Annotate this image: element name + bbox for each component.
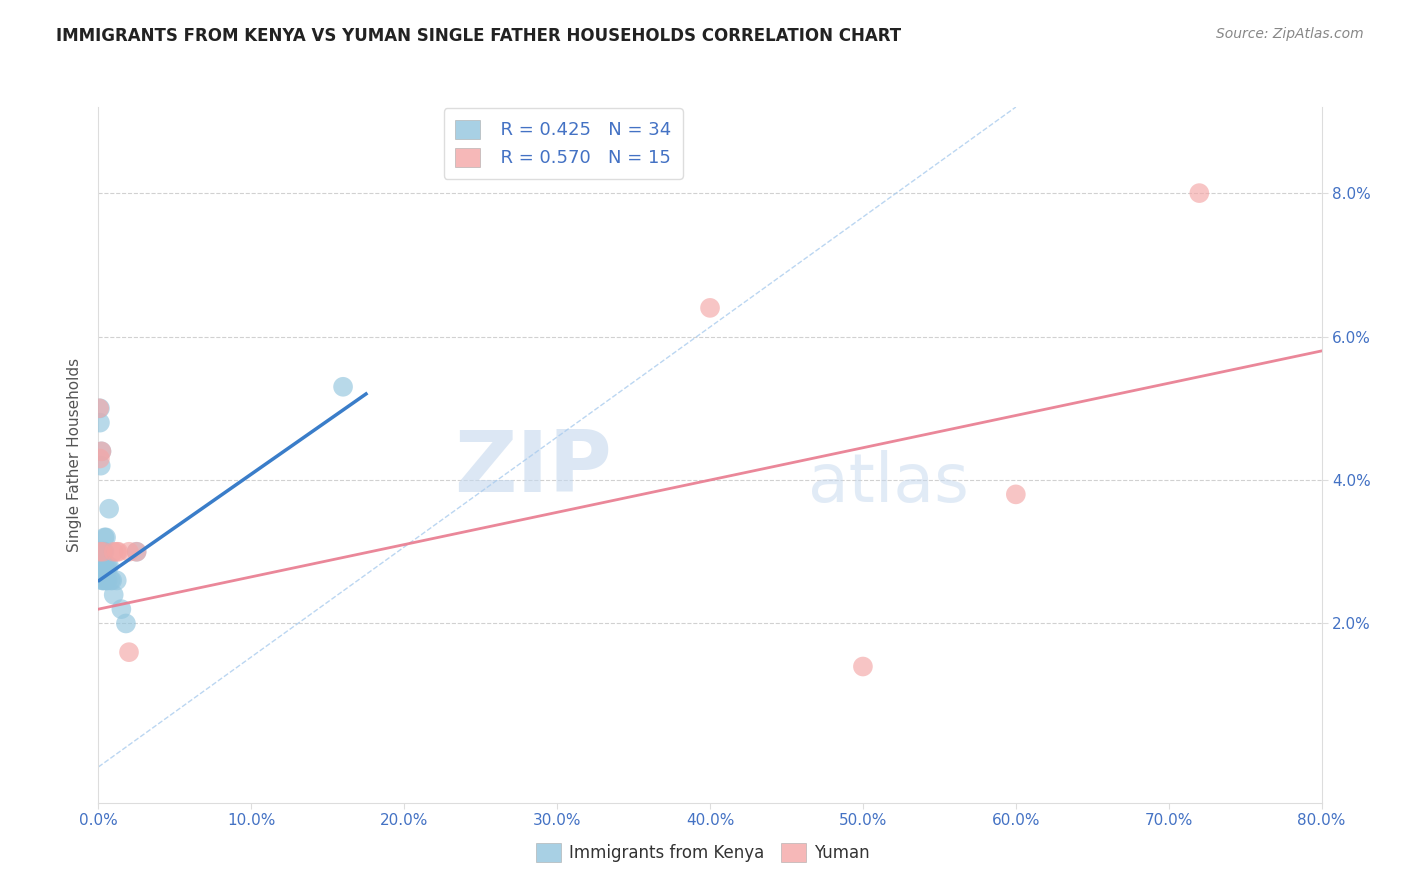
Point [105,545,128,559]
Text: IMMIGRANTS FROM KENYA VS YUMAN SINGLE FATHER HOUSEHOLDS CORRELATION CHART: IMMIGRANTS FROM KENYA VS YUMAN SINGLE FA… [56,27,901,45]
Y-axis label: Single Father Households: Single Father Households [67,358,83,552]
Point [125,545,148,559]
Point [699,301,721,315]
Point [98,501,121,516]
Point [90,559,112,574]
Point [90,545,112,559]
Point [89,545,111,559]
Point [93,559,115,574]
Point [90,444,112,458]
Point [89,401,111,416]
Point [118,545,141,559]
Point [101,574,124,588]
Point [1004,487,1026,501]
Point [105,574,128,588]
Point [91,545,114,559]
Point [90,458,112,473]
Point [91,574,114,588]
Point [89,545,111,559]
Point [98,559,121,574]
Point [100,574,122,588]
Point [1188,186,1211,200]
Legend: Immigrants from Kenya, Yuman: Immigrants from Kenya, Yuman [527,834,879,871]
Point [91,545,114,559]
Point [91,559,114,574]
Point [90,559,112,574]
Point [94,530,117,544]
Point [91,559,114,574]
Text: atlas: atlas [808,450,969,516]
Point [91,545,114,559]
Text: Source: ZipAtlas.com: Source: ZipAtlas.com [1216,27,1364,41]
Point [103,545,125,559]
Point [94,574,117,588]
Point [89,416,111,430]
Point [125,545,148,559]
Point [89,451,111,466]
Point [118,645,141,659]
Point [93,545,115,559]
Point [93,530,115,544]
Point [332,380,354,394]
Point [94,559,117,574]
Point [89,559,111,574]
Point [115,616,138,631]
Point [91,574,114,588]
Point [852,659,875,673]
Point [103,588,125,602]
Point [110,602,132,616]
Point [90,444,112,458]
Point [107,545,129,559]
Text: ZIP: ZIP [454,427,612,510]
Point [93,574,115,588]
Point [89,401,111,416]
Point [97,559,120,574]
Legend:   R = 0.425   N = 34,   R = 0.570   N = 15: R = 0.425 N = 34, R = 0.570 N = 15 [444,109,683,178]
Point [97,574,120,588]
